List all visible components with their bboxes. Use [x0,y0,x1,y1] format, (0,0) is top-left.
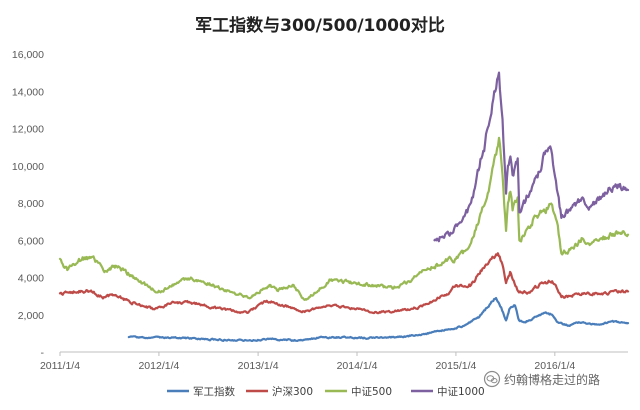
y-tick-label: 10,000 [12,161,44,173]
wechat-icon [483,370,501,388]
x-tick-label: 2014/1/4 [337,360,378,372]
x-tick-label: 2016/1/4 [534,360,575,372]
y-tick-label: 12,000 [12,124,44,136]
legend-label: 军工指数 [193,385,235,398]
watermark: 约翰博格走过的路 [483,370,600,388]
series-line [58,136,630,301]
x-tick-label: 2015/1/4 [435,360,476,372]
legend-label: 中证1000 [437,385,485,398]
x-tick-label: 2011/1/4 [40,360,80,372]
series-line [127,296,630,343]
legend: 军工指数 沪深300 中证500 中证1000 [167,385,485,398]
y-tick-label: 16,000 [12,49,44,61]
series-line [58,252,630,315]
x-tick-label: 2012/1/4 [138,360,179,372]
legend-label: 沪深300 [272,385,313,398]
chart-title: 军工指数与300/500/1000对比 [195,15,445,36]
y-tick-label: 8,000 [18,198,44,210]
y-tick-label: 6,000 [18,235,44,247]
y-tick-label: 2,000 [18,310,44,322]
series-line [433,71,630,243]
legend-label: 中证500 [351,385,392,398]
y-axis: - 2,000 4,000 6,000 8,000 10,000 12,000 14,000 1… [12,49,45,359]
x-tick-label: 2013/1/4 [238,360,279,372]
y-tick-label: - [41,347,45,359]
y-tick-label: 4,000 [18,273,44,285]
series-layer [58,71,630,343]
y-tick-label: 14,000 [12,86,44,98]
watermark-text: 约翰博格走过的路 [504,372,600,387]
x-axis: 2011/1/4 2012/1/4 2013/1/4 2014/1/4 2015/1/4… [40,351,628,372]
